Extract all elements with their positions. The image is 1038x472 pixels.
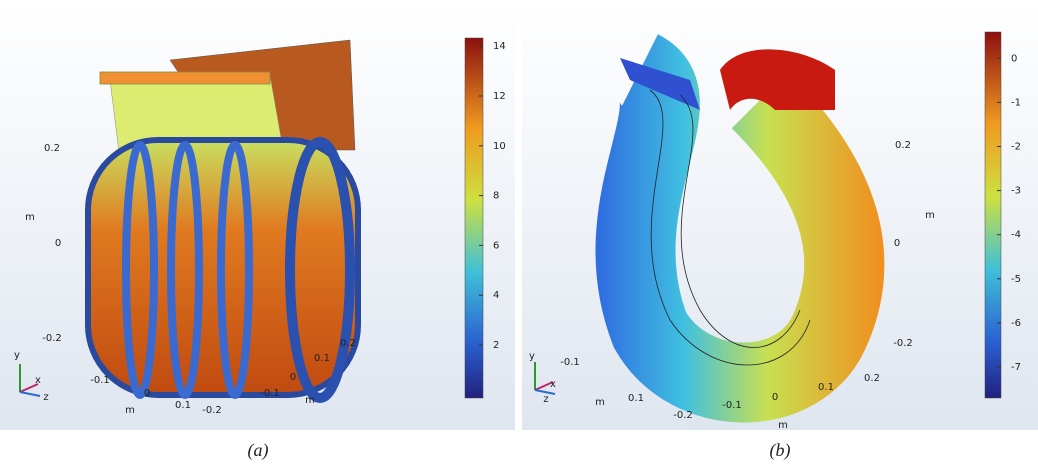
colorbar-tick-label: 4 [493,290,499,301]
axis-label: 0.2 [895,140,911,151]
axis-label: 0.2 [340,338,356,349]
triad-label: y [14,350,20,361]
colorbar-tick-label: 0 [1011,53,1017,64]
colorbar [465,38,483,398]
axis-label: m [125,405,135,416]
axis-label: m [778,420,788,431]
colorbar-tick-label: -7 [1011,362,1021,373]
axis-label: m [25,212,35,223]
colorbar-tick-label: 10 [493,141,506,152]
colorbar-tick-label: 8 [493,191,499,202]
axis-label: 0.1 [818,382,834,393]
colorbar-tick-label: -3 [1011,186,1021,197]
triad-label: y [529,351,535,362]
axis-label: 0 [894,238,900,249]
triad-label: x [35,375,41,386]
axis-label: 0 [144,388,150,399]
coil-render [88,40,358,398]
axis-label: m [305,395,315,406]
colorbar-tick-label: -6 [1011,318,1021,329]
axis-label: -0.1 [560,357,580,368]
axis-label: 0 [55,238,61,249]
axis-label: -0.1 [90,375,110,386]
colorbar [985,32,1001,398]
colorbar-tick-label: 14 [493,41,506,52]
colorbar-tick-label: -1 [1011,97,1021,108]
caption: (a) [248,440,269,461]
axis-label: -0.2 [673,410,693,421]
colorbar-tick-label: -2 [1011,142,1021,153]
axis-label: m [925,210,935,221]
axis-label: 0.1 [175,400,191,411]
axis-label: -0.2 [42,333,62,344]
axis-label: -0.1 [722,400,742,411]
axis-label: m [595,397,605,408]
axis-label: 0 [290,372,296,383]
colorbar-tick-label: 2 [493,340,499,351]
triad-label: z [543,394,548,405]
colorbar-tick-label: 6 [493,240,499,251]
axis-label: 0 [772,392,778,403]
triad-label: x [550,379,556,390]
colorbar-tick-label: -5 [1011,274,1021,285]
axis-label: 0.2 [44,143,60,154]
triad-label: z [43,392,48,403]
colorbar-tick-label: -4 [1011,230,1021,241]
axis-label: 0.1 [314,353,330,364]
axis-label: -0.2 [893,338,913,349]
axis-label: -0.1 [260,388,280,399]
figure: (a) (b) 24681012140.2m0-0.2-0.100.1m-0.2… [0,0,1038,468]
colorbar-tick-label: 12 [493,91,506,102]
axis-label: 0.2 [864,373,880,384]
caption: (b) [770,440,791,461]
axis-label: 0.1 [628,393,644,404]
axis-label: -0.2 [202,405,222,416]
